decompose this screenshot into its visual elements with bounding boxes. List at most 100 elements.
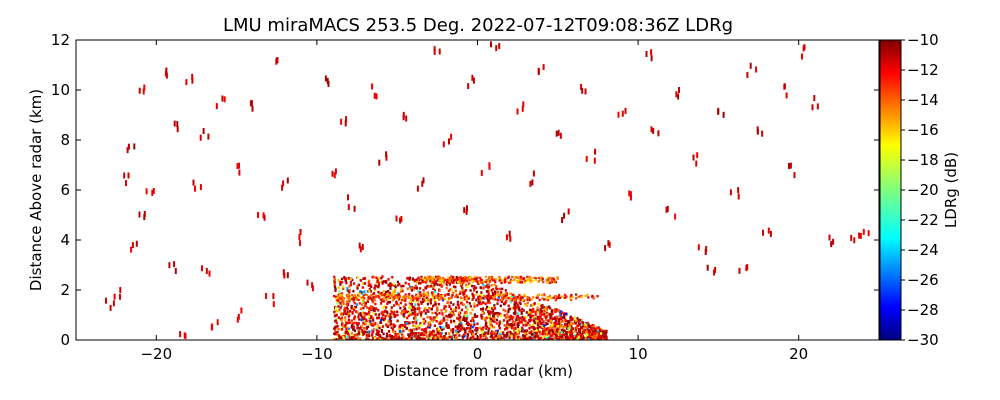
core-point [363, 327, 366, 330]
core-point [408, 334, 411, 337]
core-point [382, 310, 386, 314]
core-point [359, 290, 362, 293]
core-point [551, 328, 554, 332]
core-point [413, 320, 416, 324]
core-point [461, 286, 464, 290]
core-point [448, 305, 451, 308]
core-point [422, 320, 425, 323]
core-point [376, 316, 379, 320]
band-point [424, 294, 427, 297]
core-point [504, 289, 507, 292]
band-point [459, 276, 462, 279]
core-point [458, 334, 461, 337]
core-point [446, 326, 449, 329]
band-point [392, 293, 395, 296]
core-point [561, 328, 564, 332]
band-point [453, 277, 456, 280]
core-point [491, 293, 495, 297]
core-point [393, 310, 396, 314]
core-point [469, 324, 473, 328]
band-point [340, 293, 343, 296]
core-point [460, 308, 464, 312]
band-point [563, 293, 567, 296]
core-point [601, 338, 604, 340]
core-point [441, 328, 444, 331]
core-point [471, 338, 474, 340]
core-point [339, 280, 342, 284]
speckle-point [201, 265, 203, 272]
core-point [563, 329, 566, 333]
core-point [560, 325, 564, 328]
core-point [442, 336, 446, 340]
speckle-point [666, 205, 669, 212]
core-point [347, 312, 350, 316]
core-point [431, 319, 434, 323]
core-point [419, 313, 423, 316]
band-point [431, 296, 434, 299]
core-point [471, 308, 474, 312]
core-point [338, 308, 341, 312]
band-point [417, 297, 420, 300]
core-point [414, 300, 417, 304]
core-point [587, 338, 590, 340]
core-point [492, 331, 495, 334]
core-point [469, 327, 472, 330]
core-point [493, 326, 496, 329]
speckle-point [176, 126, 179, 133]
core-point [521, 307, 524, 311]
core-point [341, 312, 344, 316]
core-point [547, 319, 550, 322]
core-point [593, 324, 596, 328]
band-point [546, 281, 549, 284]
core-point [491, 307, 494, 310]
core-point [565, 334, 568, 337]
core-point [362, 292, 365, 295]
core-point [521, 329, 524, 333]
band-point [554, 280, 557, 283]
band-point [391, 295, 394, 298]
core-point [345, 327, 348, 331]
band-point [526, 277, 529, 281]
band-point [466, 278, 469, 281]
core-point [405, 327, 408, 330]
core-point [474, 337, 477, 340]
core-point [438, 283, 441, 287]
core-point [357, 329, 360, 332]
core-point [412, 324, 415, 327]
core-point [347, 335, 351, 338]
band-point [525, 296, 528, 299]
core-point [498, 332, 502, 336]
core-point [476, 304, 479, 307]
speckle-point [165, 67, 168, 74]
core-point [549, 319, 552, 323]
band-point [459, 296, 462, 299]
core-point [369, 290, 372, 293]
band-point [429, 281, 432, 284]
core-point [396, 338, 399, 340]
band-point [551, 277, 554, 280]
core-point [480, 308, 483, 311]
colorbar-tick-label: −22 [907, 211, 939, 229]
chart-title: LMU miraMACS 253.5 Deg. 2022-07-12T09:08… [223, 15, 733, 36]
core-point [523, 332, 526, 336]
core-point [393, 337, 397, 340]
core-point [357, 337, 360, 340]
core-point [560, 331, 563, 334]
band-point [541, 297, 544, 300]
band-point [514, 277, 517, 280]
core-point [437, 302, 440, 306]
band-point [409, 296, 412, 299]
core-point [417, 324, 420, 328]
band-point [399, 295, 402, 298]
band-point [520, 276, 523, 279]
core-point [491, 336, 494, 339]
band-point [537, 276, 540, 279]
core-point [404, 299, 407, 302]
core-point [366, 290, 369, 293]
core-point [466, 334, 469, 337]
core-point [488, 327, 491, 330]
core-point [561, 335, 564, 338]
core-point [372, 319, 375, 322]
band-point [358, 295, 361, 298]
core-point [456, 317, 459, 320]
